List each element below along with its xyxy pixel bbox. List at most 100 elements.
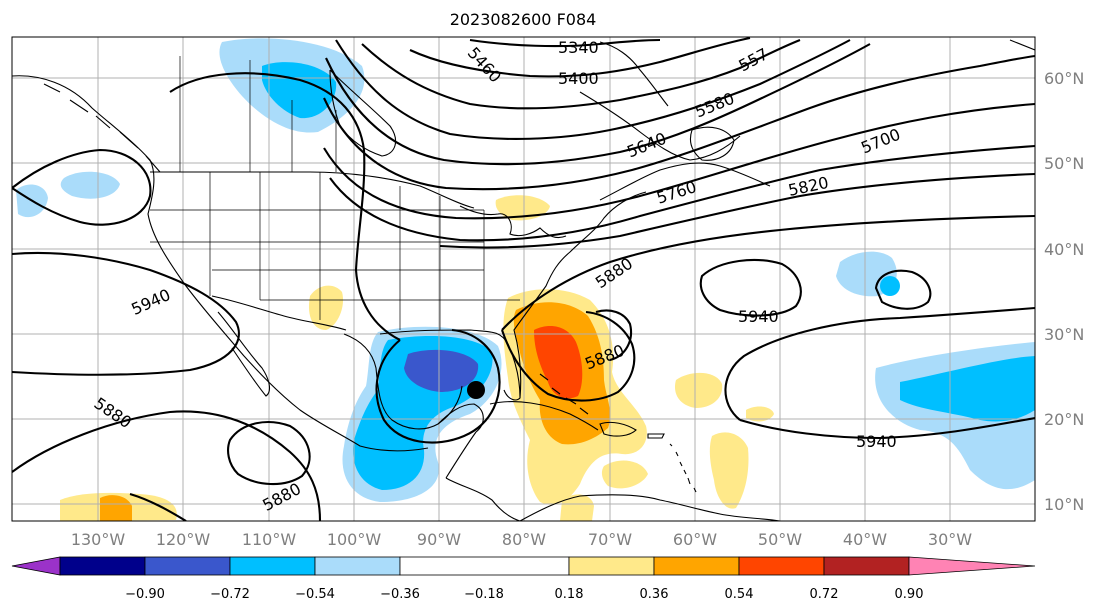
lat-label-40n: 40°N [1044, 240, 1084, 259]
colorbar-bin-7 [653, 556, 740, 576]
contour-5880-carib [595, 309, 632, 362]
contour-5940-w [12, 251, 240, 376]
lat-label-10n: 10°N [1044, 495, 1084, 514]
contour-5940-e [724, 306, 1035, 421]
contour-5880-pacific-w [12, 148, 152, 226]
greenland [599, 41, 669, 107]
contour-5340 [469, 38, 661, 48]
pos-anomaly-pacific-s-core [100, 495, 132, 521]
colorbar-bin-5 [399, 556, 570, 576]
map-panel: 5340 5400 5460 557 5580 5640 5700 5760 5… [12, 37, 1035, 521]
south-america-coast [519, 494, 781, 521]
lon-label-30w: 30°W [928, 530, 972, 549]
colorbar-bin-1 [59, 556, 146, 576]
north-america-coast [12, 75, 429, 452]
contour-5940-azores [874, 269, 932, 310]
colorbar-bin-8 [738, 556, 825, 576]
contour-5820 [439, 172, 1035, 249]
map-frame [11, 36, 1036, 522]
cb-tick-7: 0.36 [640, 587, 669, 602]
contour-5880-mex [12, 410, 322, 521]
colorbar-extend-high [908, 556, 1036, 576]
longitude-labels: 130°W 120°W 110°W 100°W 90°W 80°W 70°W 6… [71, 530, 972, 549]
lon-label-90w: 90°W [417, 530, 461, 549]
lat-label-20n: 20°N [1044, 410, 1084, 429]
alaska-islands [43, 83, 161, 173]
great-lakes [459, 205, 567, 239]
lon-label-130w: 130°W [71, 530, 126, 549]
pos-anomaly-texas [308, 285, 344, 330]
us-mexico-border [211, 295, 347, 331]
height-contours [12, 37, 1035, 521]
contour-5880-atlantic [501, 214, 1035, 331]
contour-label-5940-e: 5940 [856, 432, 897, 451]
contour-5940-e2 [739, 416, 1035, 440]
contour-5700 [323, 102, 1035, 220]
yucatan [437, 403, 484, 479]
contour-5940-mid [699, 258, 802, 317]
cb-tick-4: −0.36 [380, 587, 420, 602]
cb-tick-9: 0.72 [810, 587, 839, 602]
contour-5880-central [501, 310, 636, 402]
cb-tick-1: −0.90 [125, 587, 165, 602]
colorbar-bin-3 [229, 556, 316, 576]
neg-anomaly-gulf-core [404, 349, 479, 392]
storm-center-marker [467, 381, 485, 399]
contour-5400 [409, 37, 751, 78]
contour-5640 [323, 54, 1035, 191]
colorbar-bin-9 [823, 556, 910, 576]
cuba [489, 401, 599, 431]
hispaniola [599, 421, 637, 437]
newfoundland [689, 126, 735, 161]
maritimes [599, 162, 771, 201]
neg-anomaly-pacific [60, 171, 120, 199]
pos-anomaly-atlantic-core [534, 326, 583, 399]
pos-anomaly-caribbean [601, 460, 648, 489]
cb-tick-8: 0.54 [725, 587, 754, 602]
cb-tick-2: −0.72 [210, 587, 250, 602]
lat-label-60n: 60°N [1044, 69, 1084, 88]
coastlines [12, 39, 1035, 521]
lon-label-120w: 120°W [156, 530, 211, 549]
lon-label-70w: 70°W [588, 530, 632, 549]
latitude-labels: 60°N 50°N 40°N 30°N 20°N 10°N [1044, 69, 1084, 514]
cb-tick-6: 0.18 [555, 587, 584, 602]
neg-anomaly-eastatl-core [900, 356, 1035, 422]
puerto-rico [647, 433, 665, 439]
colorbar-bin-2 [144, 556, 231, 576]
baja-coast [217, 311, 271, 397]
cb-tick-5: −0.18 [464, 587, 504, 602]
europe-coast [1009, 39, 1035, 51]
lat-label-30n: 30°N [1044, 325, 1084, 344]
pos-anomaly-sa-coast [560, 494, 594, 521]
contour-5880-canada [169, 72, 401, 341]
colorbar [11, 556, 1036, 576]
contour-label-5340: 5340 [558, 38, 599, 57]
colorbar-extend-low [11, 556, 61, 576]
map-title: 2023082600 F084 [450, 10, 597, 29]
colorbar-bin-4 [314, 556, 401, 576]
contour-5760 [329, 144, 1035, 242]
florida-atlantic [513, 191, 647, 399]
bahamas [539, 373, 589, 415]
labrador [579, 91, 741, 161]
lat-label-50n: 50°N [1044, 154, 1084, 173]
pos-anomaly-midatl [674, 372, 723, 408]
lon-label-110w: 110°W [242, 530, 297, 549]
contour-5880-gulf-loop [375, 328, 501, 444]
contour-5880-mex-loop [227, 421, 311, 486]
contour-label-5940-mid: 5940 [738, 307, 779, 326]
lon-label-60w: 60°W [673, 530, 717, 549]
central-america [445, 477, 521, 521]
lon-label-40w: 40°W [843, 530, 887, 549]
pos-anomaly-lesser-antilles [709, 432, 749, 509]
lon-label-100w: 100°W [327, 530, 382, 549]
cb-tick-10: 0.90 [895, 587, 924, 602]
contour-5520 [335, 39, 851, 140]
colorbar-ticks: −0.90 −0.72 −0.54 −0.36 −0.18 0.18 0.36 … [125, 587, 923, 602]
contour-5460 [361, 39, 801, 110]
lon-label-50w: 50°W [758, 530, 802, 549]
us-state-lines [150, 172, 520, 330]
colorbar-bin-6 [568, 556, 655, 576]
